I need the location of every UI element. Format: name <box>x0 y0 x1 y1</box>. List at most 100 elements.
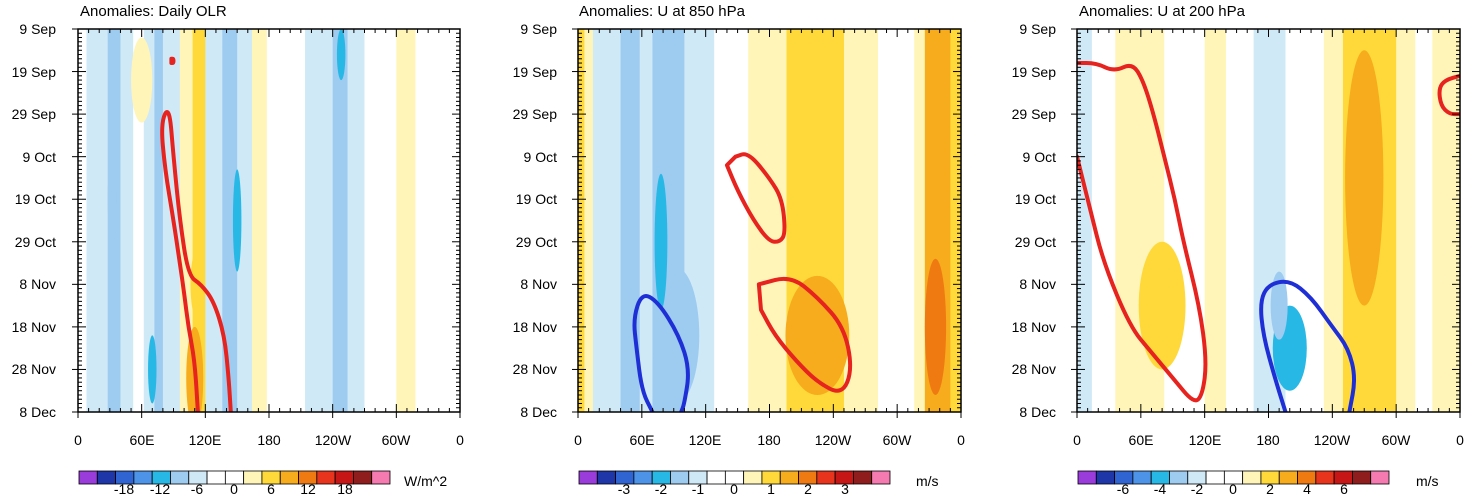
y-tick-labels: 9 Sep 19 Sep 29 Sep 9 Oct 19 Oct 29 Oct … <box>1012 21 1057 420</box>
contour-layer <box>1077 61 1460 412</box>
y-tick-label: 19 Sep <box>12 64 57 80</box>
colorbar-label: -3 <box>618 481 631 497</box>
colorbar-label: -12 <box>150 481 170 497</box>
heatmap-band <box>222 29 238 412</box>
x-tick-label: 60E <box>130 432 155 448</box>
x-tick-label: 60W <box>382 432 412 448</box>
y-tick-labels: 9 Sep 19 Sep 29 Sep 9 Oct 19 Oct 29 Oct … <box>513 21 558 420</box>
heatmap-band <box>364 29 397 412</box>
colorbar-swatch <box>1242 470 1262 485</box>
y-tick-labels: 9 Sep 19 Sep 29 Sep 9 Oct 19 Oct 29 Oct … <box>12 21 57 420</box>
heatmap-blob <box>1345 50 1384 306</box>
y-tick-label: 29 Sep <box>513 106 558 122</box>
x-tick-label: 0 <box>456 432 464 448</box>
x-tick-label: 60E <box>1129 432 1154 448</box>
heatmap-blob <box>1138 241 1186 370</box>
heatmap-band <box>1415 29 1433 412</box>
colorbar-label: -6 <box>1117 481 1130 497</box>
heatmap-band <box>179 29 194 412</box>
axis-ticks <box>1071 28 1461 418</box>
colorbar-label: 2 <box>1266 481 1274 497</box>
heatmap-band <box>914 29 926 412</box>
x-tick-label: 0 <box>574 432 582 448</box>
panel-olr: Anomalies: Daily OLR 9 Sep 19 Sep 29 Sep… <box>12 3 464 497</box>
colorbar-swatch <box>78 470 98 485</box>
colorbar-swatch <box>1278 470 1298 485</box>
heatmap-band <box>950 29 961 412</box>
y-tick-label: 18 Nov <box>1012 319 1056 335</box>
y-tick-label: 8 Dec <box>520 404 557 420</box>
colorbar-swatch <box>578 470 598 485</box>
colorbar-swatch <box>316 470 336 485</box>
y-tick-label: 8 Nov <box>520 276 557 292</box>
colorbar-label: -2 <box>1191 481 1204 497</box>
contour-line <box>1077 61 1208 403</box>
panel-u850: Anomalies: U at 850 hPa 9 Sep 19 Sep 29 … <box>513 3 965 497</box>
colorbar-label: -4 <box>1154 481 1167 497</box>
contour-layer <box>632 152 853 412</box>
colorbar-swatch <box>596 470 616 485</box>
colorbar-swatch <box>1095 470 1115 485</box>
colorbar <box>1077 470 1390 485</box>
panel-u200: Anomalies: U at 200 hPa 9 Sep 19 Sep 29 … <box>1012 3 1464 497</box>
heatmap-band <box>1225 29 1255 412</box>
colorbar-units: m/s <box>1416 473 1439 489</box>
heatmap-band <box>305 29 334 412</box>
x-tick-labels: 0 60E 120E 180 120W 60W 0 <box>1073 432 1464 448</box>
y-tick-label: 19 Oct <box>516 191 557 207</box>
colorbar-units: W/m^2 <box>404 473 447 489</box>
x-tick-label: 0 <box>1456 432 1464 448</box>
y-tick-label: 19 Sep <box>513 64 558 80</box>
y-tick-label: 8 Nov <box>1019 276 1056 292</box>
y-tick-label: 29 Sep <box>12 106 57 122</box>
colorbar <box>78 470 391 485</box>
x-tick-label: 180 <box>757 432 781 448</box>
x-tick-label: 180 <box>1256 432 1280 448</box>
heatmap-layer <box>1077 29 1460 412</box>
heatmap-blob <box>190 250 204 319</box>
x-tick-label: 0 <box>1073 432 1081 448</box>
heatmap-blob <box>785 275 850 395</box>
colorbar-swatch <box>243 470 263 485</box>
colorbar-label: 6 <box>267 481 275 497</box>
colorbar-swatch <box>1370 470 1390 485</box>
heatmap-blob <box>131 37 153 123</box>
heatmap-band <box>1204 29 1227 412</box>
colorbar-labels: -6 -4 -2 0 2 4 6 <box>1117 481 1348 497</box>
heatmap-band <box>86 29 98 412</box>
heatmap-band <box>1077 29 1093 412</box>
heatmap-band <box>154 29 164 412</box>
contour-line <box>160 109 233 412</box>
heatmap-band <box>252 29 268 412</box>
x-tick-labels: 0 60E 120E 180 120W 60W 0 <box>574 432 965 448</box>
colorbar-swatch <box>706 470 726 485</box>
y-tick-label: 28 Nov <box>1012 361 1056 377</box>
heatmap-blob <box>148 335 157 404</box>
heatmap-blob <box>654 173 668 310</box>
y-tick-label: 8 Nov <box>19 276 56 292</box>
heatmap-band <box>237 29 253 412</box>
colorbar-units: m/s <box>916 473 939 489</box>
heatmap-band <box>714 29 749 412</box>
heatmap-band <box>415 29 460 412</box>
x-tick-label: 120W <box>315 432 352 448</box>
colorbar-label: 18 <box>337 481 353 497</box>
colorbar-label: -2 <box>655 481 668 497</box>
y-tick-label: 19 Oct <box>1015 191 1056 207</box>
colorbar-swatch <box>779 470 799 485</box>
heatmap-band <box>878 29 915 412</box>
axis-ticks <box>572 28 962 418</box>
colorbar-label: 0 <box>730 481 738 497</box>
colorbar-label: 3 <box>841 481 849 497</box>
heatmap-band <box>584 29 594 412</box>
y-tick-label: 29 Oct <box>15 234 56 250</box>
x-tick-label: 60E <box>630 432 655 448</box>
y-tick-label: 29 Oct <box>1015 234 1056 250</box>
y-tick-label: 18 Nov <box>513 319 557 335</box>
colorbar-swatch <box>1352 470 1372 485</box>
y-tick-label: 19 Oct <box>15 191 56 207</box>
x-tick-label: 60W <box>1382 432 1412 448</box>
heatmap-blob <box>336 29 346 81</box>
colorbar-labels: -3 -2 -1 0 1 2 3 <box>618 481 849 497</box>
